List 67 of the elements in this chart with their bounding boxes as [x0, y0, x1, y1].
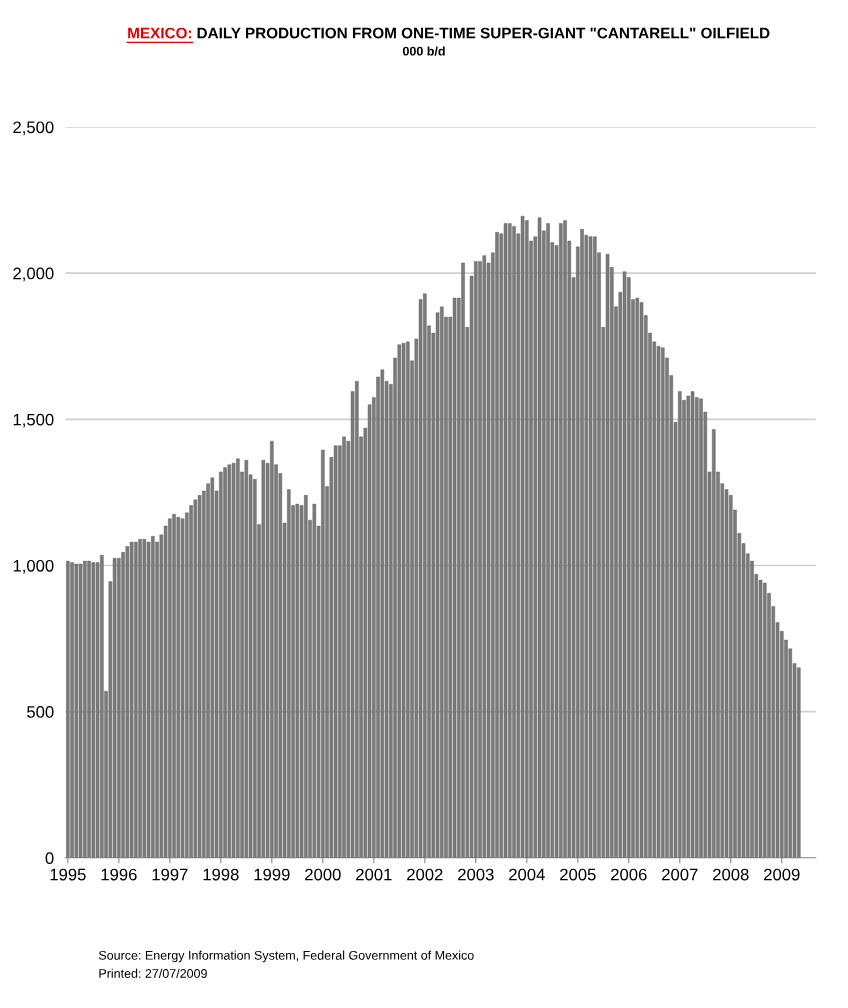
bar: [563, 220, 567, 858]
bar: [70, 562, 74, 858]
bar: [231, 462, 236, 858]
y-tick-label: 1,500: [13, 413, 54, 428]
bar: [227, 464, 232, 858]
bar: [261, 460, 266, 858]
bar: [295, 503, 300, 858]
bar: [223, 467, 227, 858]
x-tick-label: 1996: [101, 868, 137, 881]
bar: [112, 557, 117, 858]
bar: [622, 271, 627, 858]
bar: [482, 255, 487, 858]
bar: [380, 369, 385, 858]
bar: [546, 223, 550, 858]
text: Printed: 27/07/2009: [99, 968, 207, 978]
y-tick-label: 2,000: [13, 267, 54, 282]
bar: [333, 445, 338, 858]
x-tick-label: 2009: [764, 868, 800, 881]
x-tick-label: 2002: [407, 868, 443, 881]
x-tick-label: 1997: [152, 868, 188, 881]
bar: [74, 563, 79, 858]
y-tick-label: 500: [27, 706, 54, 718]
bar: [605, 253, 610, 858]
bar: [520, 215, 525, 858]
x-tick-label: 1995: [50, 868, 86, 881]
x-tick-label: 2005: [560, 868, 596, 881]
x-tick-label: 2007: [662, 868, 698, 881]
y-tick-label: 0: [45, 852, 54, 865]
bar: [690, 391, 695, 858]
bar: [635, 297, 640, 858]
bar: [210, 477, 215, 858]
chart-subtitle: 000 b/d: [402, 46, 445, 56]
bar: [588, 236, 593, 858]
bar: [87, 560, 91, 858]
bar: [503, 223, 508, 858]
y-tick-label: 2,500: [13, 121, 54, 136]
bar: [397, 344, 402, 858]
bar: [129, 541, 134, 858]
bar: [244, 460, 249, 858]
bar: [686, 395, 691, 858]
x-tick-label: 2001: [356, 868, 392, 881]
bar: [699, 398, 703, 858]
bar: [495, 232, 499, 858]
bar: [452, 297, 457, 858]
chart-title: MEXICO: DAILY PRODUCTION FROM ONE-TIME SUPER-GIANT "CANTARELL" OILFIELD: [128, 27, 770, 39]
bar: [142, 538, 147, 858]
x-tick-label: 1999: [254, 868, 290, 881]
x-tick-label: 1998: [203, 868, 239, 881]
bar: [537, 217, 542, 858]
bar: [176, 517, 181, 858]
bar: [342, 436, 346, 858]
bar: [580, 229, 584, 858]
y-tick-label: 1,000: [13, 559, 54, 574]
bar: [461, 262, 465, 858]
x-tick-label: 2000: [305, 868, 341, 881]
x-tick-label: 2004: [509, 868, 545, 881]
x-tick-label: 2008: [713, 868, 749, 881]
x-tick-label: 2003: [458, 868, 494, 881]
bar: [91, 562, 96, 858]
bar: [78, 563, 83, 858]
bar: [512, 226, 516, 858]
bar: [401, 343, 406, 858]
bar: [312, 503, 317, 858]
bar: [193, 499, 198, 858]
bar: [66, 560, 70, 858]
source-note: Source: Energy Information System, Federal Government of Mexico: [98, 950, 474, 963]
x-tick-label: 2006: [611, 868, 647, 881]
